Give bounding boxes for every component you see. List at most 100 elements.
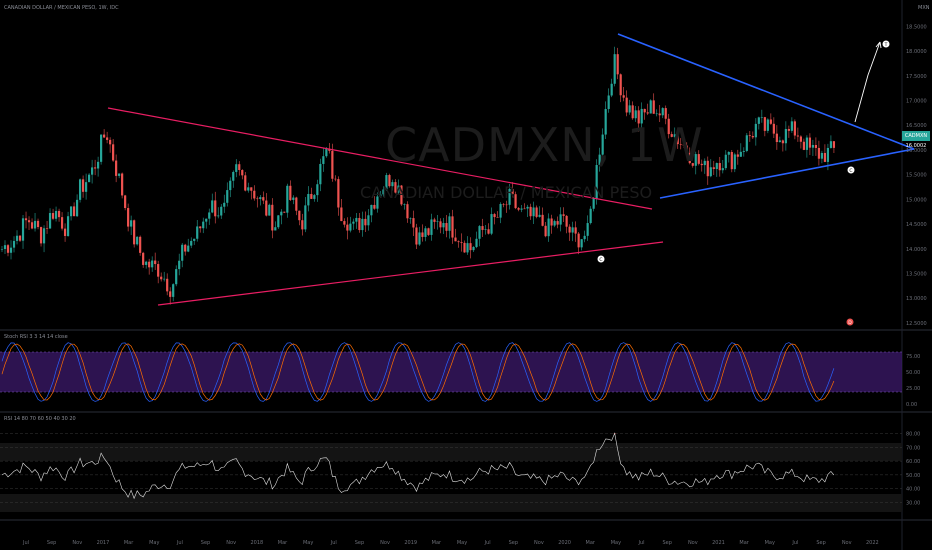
- candle-body: [21, 218, 25, 241]
- candle-body: [214, 200, 217, 217]
- time-tick: Mar: [739, 540, 749, 546]
- marker-label: C: [599, 257, 602, 263]
- candle-body: [412, 218, 415, 228]
- candle-body: [217, 215, 220, 217]
- candle-body: [427, 228, 430, 235]
- pattern-marker-c1[interactable]: C: [597, 255, 605, 264]
- candle-body: [376, 196, 379, 209]
- time-tick: Sep: [47, 540, 56, 546]
- candle-body: [12, 240, 16, 248]
- candle-body: [39, 227, 43, 244]
- candle-body: [190, 240, 193, 246]
- candle-body: [6, 245, 10, 253]
- price-tick: 16.5000: [906, 123, 927, 129]
- candle-body: [169, 291, 172, 297]
- candle-body: [328, 149, 331, 151]
- candle-body: [346, 224, 349, 231]
- candle-body: [418, 232, 421, 245]
- candle-body: [343, 221, 346, 225]
- blue-upper-trendline[interactable]: [617, 33, 915, 150]
- candle-body: [94, 167, 97, 169]
- candle-body: [559, 214, 562, 225]
- candle-body: [595, 165, 598, 199]
- candle-body: [199, 226, 202, 229]
- target-marker[interactable]: T: [882, 40, 890, 49]
- candle-body: [532, 207, 535, 217]
- candle-body: [118, 173, 121, 176]
- candle-body: [820, 152, 824, 159]
- candle-body: [697, 154, 700, 164]
- stoch-axis[interactable]: 75.00 50.00 25.00 0.00: [906, 354, 920, 408]
- candle-body: [598, 154, 601, 166]
- candle-body: [583, 235, 586, 240]
- candle-body: [715, 163, 718, 170]
- price-axis[interactable]: 18.5000 18.0000 17.5000 17.0000 16.5000 16.00…: [906, 24, 927, 327]
- stoch-header[interactable]: Stoch RSI 3 3 14 14 close: [4, 334, 68, 340]
- candle-body: [241, 170, 244, 176]
- rsi-band-lower: [0, 494, 902, 512]
- candle-body: [523, 208, 526, 210]
- candle-body: [403, 204, 406, 205]
- candle-body: [103, 134, 106, 138]
- candle-body: [679, 144, 682, 145]
- candle-body: [616, 54, 619, 75]
- candle-body: [247, 187, 250, 191]
- candle-body: [385, 175, 388, 190]
- candle-body: [490, 214, 493, 234]
- candle-body: [24, 218, 28, 221]
- candle-body: [493, 214, 496, 218]
- candle-body: [244, 175, 247, 191]
- candle-body: [33, 220, 37, 229]
- time-tick: Sep: [509, 540, 518, 546]
- candle-body: [337, 179, 340, 208]
- candle-body: [379, 194, 382, 197]
- candle-body: [253, 190, 256, 199]
- dividend-marker[interactable]: D: [846, 318, 854, 327]
- candle-body: [580, 239, 583, 248]
- candle-body: [463, 242, 466, 253]
- candle-body: [664, 108, 667, 119]
- candle-body: [466, 243, 469, 253]
- stoch-d-line: [1, 343, 835, 401]
- time-tick: May: [149, 540, 159, 546]
- candle-body: [313, 195, 316, 199]
- target-arrow[interactable]: [854, 41, 881, 123]
- candle-body: [691, 163, 694, 166]
- candle-body: [526, 206, 529, 209]
- candle-body: [469, 243, 472, 251]
- candle-body: [520, 208, 523, 210]
- pink-upper-trendline[interactable]: [107, 107, 653, 210]
- stoch-tick: 25.00: [906, 386, 920, 392]
- candle-body: [832, 141, 836, 148]
- candle-body: [727, 152, 730, 155]
- candle-body: [592, 198, 595, 209]
- candle-body: [256, 198, 259, 200]
- candle-body: [121, 173, 124, 196]
- rsi-header[interactable]: RSI 14 80 70 60 50 40 30 20: [4, 416, 76, 422]
- candle-body: [142, 252, 145, 265]
- candle-body: [577, 233, 580, 248]
- price-tick: 17.5000: [906, 74, 927, 80]
- candle-body: [15, 235, 19, 241]
- candle-body: [154, 260, 157, 265]
- candle-body: [406, 204, 409, 219]
- candle-body: [340, 207, 343, 222]
- candle-body: [637, 110, 640, 124]
- blue-lower-trendline[interactable]: [659, 148, 915, 199]
- pink-lower-trendline[interactable]: [157, 241, 664, 306]
- price-tick: 13.0000: [906, 296, 927, 302]
- candle-body: [397, 185, 400, 193]
- time-axis[interactable]: Jul Sep Nov 2017 Mar May Jul Sep Nov 2018 Mar May Ju…: [22, 540, 879, 546]
- candle-body: [763, 117, 766, 131]
- pattern-marker-c2[interactable]: C: [847, 166, 855, 175]
- symbol-header[interactable]: CANADIAN DOLLAR / MEXICAN PESO, 1W, IDC: [4, 5, 119, 11]
- candle-body: [292, 197, 295, 200]
- candle-body: [712, 167, 715, 170]
- time-tick: Sep: [355, 540, 364, 546]
- candle-body: [814, 145, 818, 148]
- rsi-axis[interactable]: 80.00 70.00 60.00 50.00 40.00 30.00: [906, 432, 920, 507]
- candle-body: [181, 244, 184, 261]
- candle-body: [30, 222, 34, 229]
- candle-body: [106, 137, 109, 140]
